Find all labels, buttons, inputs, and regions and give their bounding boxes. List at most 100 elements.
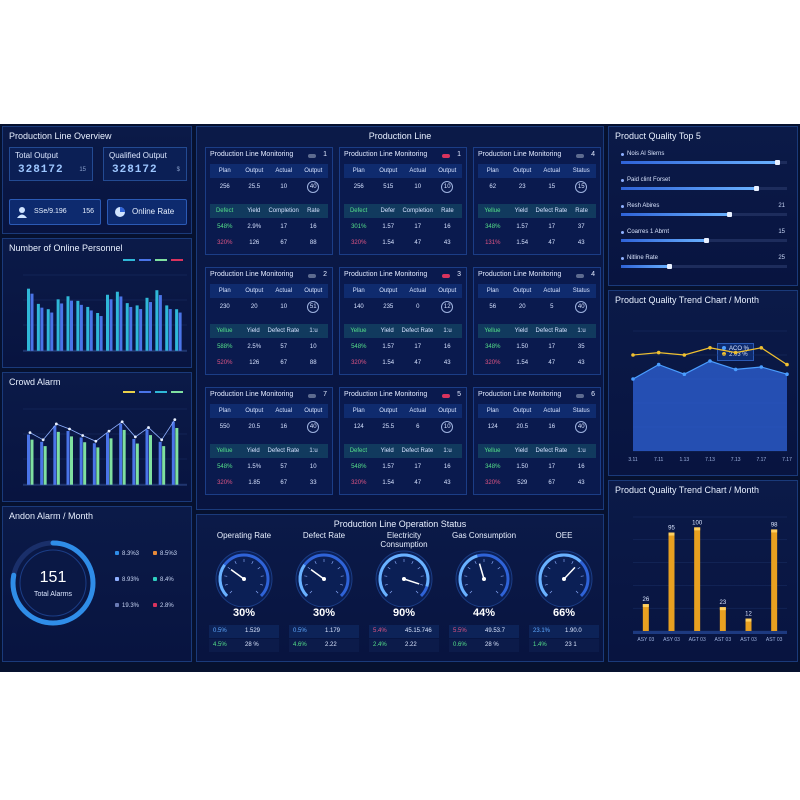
monitor-cell: 67 <box>280 360 288 366</box>
monitor-row: 124 25.5 6 10 <box>344 420 462 434</box>
monitor-cell: 10 <box>433 180 463 194</box>
monitor-cell: 62 <box>489 184 497 190</box>
monitor-row: 320% 1.85 67 33 <box>210 476 328 490</box>
crowd-bar-a <box>145 429 149 485</box>
crowd-panel: Crowd Alarm <box>2 372 192 502</box>
monitor-card[interactable]: Production Line Monitoring 4 Plan Output Act… <box>473 147 601 255</box>
monitor-cell: Yield <box>246 448 260 454</box>
trend2-value-label: 26 <box>642 597 649 603</box>
monitor-row: 230 20 10 51 <box>210 300 328 314</box>
personnel-button-text: SSe/9.196 <box>34 208 67 215</box>
gauge-stat-row: 0.5% 1.529 <box>209 625 279 638</box>
monitor-card[interactable]: Production Line Monitoring 1 Plan Output Act… <box>339 147 467 255</box>
monitor-cell: Actual <box>275 168 293 174</box>
crowd-bar-b <box>56 431 60 485</box>
monitor-cell: 20.5 <box>516 424 529 430</box>
overview-title: Production Line Overview <box>9 131 112 141</box>
monitor-cell: Plan <box>486 408 499 414</box>
gauge-stat-percent: 4.5% <box>213 642 227 648</box>
monitor-cell: Yellue <box>484 208 501 214</box>
crowd-point <box>173 418 177 422</box>
gauge-tick <box>260 583 264 586</box>
monitor-cell: 10 <box>433 420 463 434</box>
monitor-cell: Actual <box>275 288 293 294</box>
personnel-bar-a <box>106 294 109 351</box>
gauge-stat-value: 1.179 <box>325 628 341 634</box>
monitor-cell: Defect <box>349 448 368 454</box>
monitor-card[interactable]: Production Line Monitoring 1 Plan Output Act… <box>205 147 333 255</box>
monitor-cell: 16 <box>443 464 451 470</box>
gauge-tick <box>491 561 494 564</box>
monitor-card[interactable]: Production Line Monitoring 4 Plan Output Act… <box>473 267 601 375</box>
monitor-cell: Defect Rate <box>535 328 568 334</box>
monitor-cell: 47 <box>414 480 422 486</box>
monitor-card[interactable]: Production Line Monitoring 3 Plan Output Act… <box>339 267 467 375</box>
gauge-tick <box>580 583 584 586</box>
trend2-bar-cap <box>642 604 649 608</box>
monitor-card[interactable]: Production Line Monitoring 6 Plan Output Act… <box>473 387 601 495</box>
monitor-row: Plan Output Actual Output <box>210 164 328 178</box>
monitor-cell: Yield <box>380 448 394 454</box>
gauge-tick <box>314 561 317 564</box>
trend1-title: Product Quality Trend Chart / Month <box>615 295 760 305</box>
monitor-cell: 1:u <box>309 328 318 334</box>
crowd-bar-a <box>132 438 136 485</box>
personnel-bar-a <box>86 306 90 351</box>
crowd-bar-b <box>175 427 179 485</box>
online-rate-button[interactable]: Online Rate <box>107 199 187 225</box>
trend2-x-label: AST 03 <box>740 637 757 643</box>
monitor-cell: 15 <box>548 184 556 190</box>
monitor-cell: 301% <box>351 224 367 230</box>
gauge-stat-row: 5.5% 49.53.7 <box>449 625 519 638</box>
crowd-bar-b <box>30 439 34 485</box>
personnel-bar-b <box>99 316 103 351</box>
gauge-tick <box>495 590 499 594</box>
trend2-bar-cap <box>668 532 675 536</box>
top5-title: Product Quality Top 5 <box>615 131 701 141</box>
gauge-stat-row: 23.1% 1.90.0 <box>529 625 599 638</box>
personnel-bar-b <box>109 299 113 351</box>
monitor-cell: Output <box>438 288 457 294</box>
online-rate-text: Online Rate <box>132 207 175 216</box>
personnel-button[interactable]: SSe/9.196 156 <box>9 199 101 225</box>
monitor-cell: 550 <box>219 424 230 430</box>
total-output-value: 328172 <box>18 164 64 176</box>
status-indicator <box>576 274 584 278</box>
monitor-cell: 2.5% <box>247 344 262 350</box>
gauge-tick <box>234 561 237 564</box>
bullet-icon <box>621 231 624 234</box>
monitor-ring-value: 10 <box>441 421 454 433</box>
monitor-row: Defect Yield Completion Rate <box>210 204 328 218</box>
status-indicator <box>576 394 584 398</box>
personnel-bar-a <box>155 290 159 351</box>
monitor-number: 4 <box>591 271 595 278</box>
monitor-cell: 20 <box>518 304 526 310</box>
top5-item: Paid clint Forset <box>621 177 787 199</box>
gauge-tick <box>467 567 471 570</box>
monitor-cell: 47 <box>548 360 556 366</box>
monitor-cell: 40 <box>567 420 597 434</box>
gauge-tick <box>575 590 579 594</box>
monitor-cell: 16 <box>280 424 288 430</box>
qualified-output-unit: $ <box>176 167 180 173</box>
monitor-card[interactable]: Production Line Monitoring 7 Plan Output Act… <box>205 387 333 495</box>
monitor-cell: 320% <box>351 480 367 486</box>
monitor-row: 348% 1.57 17 37 <box>478 220 596 234</box>
center-title: Production Line <box>368 131 432 141</box>
monitor-row: 301% 1.57 17 16 <box>344 220 462 234</box>
andon-legend-item: 8.93% <box>115 577 139 583</box>
monitor-card[interactable]: Production Line Monitoring 5 Plan Output Act… <box>339 387 467 495</box>
gauge-dial <box>455 550 513 607</box>
gauge-dial <box>535 550 593 607</box>
monitor-cell: Defect Rate <box>267 448 300 454</box>
legend-swatch <box>153 577 157 581</box>
monitor-cell: Plan <box>352 168 365 174</box>
monitor-row: 256 515 10 10 <box>344 180 462 194</box>
trend2-bar <box>642 604 649 631</box>
monitor-cell: 235 <box>383 304 394 310</box>
monitor-cell: 88 <box>309 240 317 246</box>
monitor-row: 548% 2.9% 17 16 <box>210 220 328 234</box>
personnel-bar-a <box>66 296 70 351</box>
trend2-bar-cap <box>771 529 778 533</box>
monitor-card[interactable]: Production Line Monitoring 2 Plan Output Act… <box>205 267 333 375</box>
